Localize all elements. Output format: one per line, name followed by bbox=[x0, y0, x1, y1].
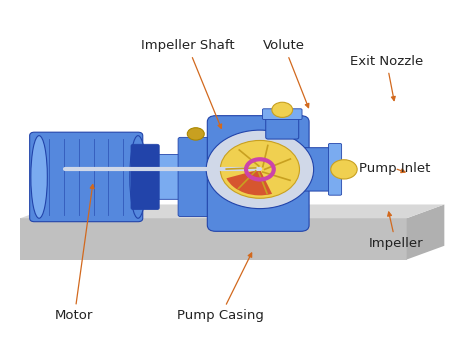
Text: Impeller Shaft: Impeller Shaft bbox=[141, 39, 234, 128]
Polygon shape bbox=[20, 204, 444, 218]
Circle shape bbox=[272, 102, 292, 117]
Text: Exit Nozzle: Exit Nozzle bbox=[350, 55, 423, 101]
Polygon shape bbox=[407, 204, 444, 260]
FancyBboxPatch shape bbox=[300, 148, 337, 191]
FancyBboxPatch shape bbox=[222, 193, 294, 209]
Text: Motor: Motor bbox=[55, 185, 94, 322]
Text: Pump Inlet: Pump Inlet bbox=[359, 162, 430, 175]
FancyBboxPatch shape bbox=[150, 154, 183, 199]
Ellipse shape bbox=[130, 136, 146, 218]
FancyBboxPatch shape bbox=[328, 144, 342, 195]
Circle shape bbox=[220, 141, 300, 198]
FancyBboxPatch shape bbox=[207, 116, 309, 231]
Text: Impeller: Impeller bbox=[368, 212, 423, 250]
FancyBboxPatch shape bbox=[263, 109, 302, 119]
FancyBboxPatch shape bbox=[30, 132, 143, 222]
FancyBboxPatch shape bbox=[266, 113, 299, 139]
FancyBboxPatch shape bbox=[131, 144, 159, 210]
Wedge shape bbox=[227, 169, 272, 195]
FancyBboxPatch shape bbox=[178, 137, 213, 217]
Circle shape bbox=[206, 130, 314, 209]
Text: Pump Casing: Pump Casing bbox=[177, 253, 264, 322]
Circle shape bbox=[331, 160, 357, 179]
Text: Volute: Volute bbox=[263, 39, 309, 108]
Polygon shape bbox=[20, 218, 407, 260]
Ellipse shape bbox=[31, 136, 47, 218]
Circle shape bbox=[187, 128, 204, 140]
